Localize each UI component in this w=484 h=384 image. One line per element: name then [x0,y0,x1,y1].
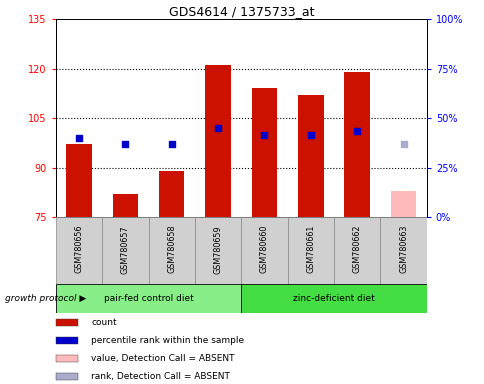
Title: GDS4614 / 1375733_at: GDS4614 / 1375733_at [168,5,314,18]
Point [167,141,175,147]
Bar [159,171,184,217]
Point [121,141,129,147]
Text: GSM780660: GSM780660 [259,225,269,273]
Bar [241,217,287,284]
Text: value, Detection Call = ABSENT: value, Detection Call = ABSENT [91,354,234,363]
Bar [56,337,78,344]
Text: growth protocol ▶: growth protocol ▶ [5,294,86,303]
Bar [56,284,241,313]
Text: percentile rank within the sample: percentile rank within the sample [91,336,244,345]
Point [306,131,314,137]
Text: pair-fed control diet: pair-fed control diet [104,294,193,303]
Text: GSM780663: GSM780663 [398,225,407,273]
Bar [344,72,369,217]
Point [75,135,83,141]
Text: GSM780658: GSM780658 [167,225,176,273]
Bar [56,319,78,326]
Text: rank, Detection Call = ABSENT: rank, Detection Call = ABSENT [91,372,229,381]
Bar [56,355,78,362]
Text: GSM780661: GSM780661 [306,225,315,273]
Point [353,128,361,134]
Point [260,131,268,137]
Text: GSM780659: GSM780659 [213,225,222,273]
Text: GSM780656: GSM780656 [75,225,83,273]
Bar [56,373,78,380]
Bar [102,217,148,284]
Bar [56,217,102,284]
Bar [333,217,379,284]
Point [399,141,407,147]
Text: GSM780657: GSM780657 [121,225,130,273]
Text: zinc-deficient diet: zinc-deficient diet [292,294,374,303]
Bar [379,217,426,284]
Point [214,125,222,131]
Bar [205,65,230,217]
Bar [195,217,241,284]
Text: GSM780662: GSM780662 [352,225,361,273]
Bar [112,194,138,217]
Bar [251,88,277,217]
Bar [287,217,333,284]
Bar [390,190,415,217]
Bar [241,284,426,313]
Bar [66,144,91,217]
Bar [148,217,195,284]
Text: count: count [91,318,117,327]
Bar [298,95,323,217]
